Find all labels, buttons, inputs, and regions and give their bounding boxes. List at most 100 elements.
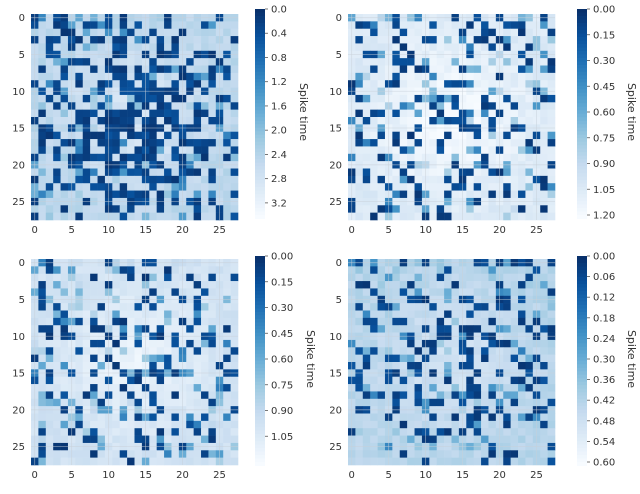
heatmap-cell <box>38 266 47 275</box>
colorbar-segment <box>577 256 587 261</box>
heatmap-cell <box>518 420 526 429</box>
heatmap-cell <box>481 362 489 370</box>
colorbar-segment <box>255 273 265 278</box>
heatmap-cell <box>414 117 423 125</box>
heatmap-cell <box>436 303 445 311</box>
heatmap-cell <box>540 398 548 407</box>
heatmap-cell <box>90 190 98 199</box>
heatmap-cell <box>540 212 548 221</box>
heatmap-cell <box>518 102 526 110</box>
heatmap-cell <box>481 398 489 407</box>
heatmap-cell <box>414 36 423 44</box>
heatmap-cell <box>488 102 497 110</box>
heatmap-cell <box>510 281 519 289</box>
heatmap-cell <box>547 212 556 221</box>
heatmap-cell <box>60 183 69 191</box>
heatmap-cell <box>97 435 106 444</box>
heatmap-cell <box>38 354 47 363</box>
heatmap-cell <box>377 58 386 66</box>
heatmap-cell <box>97 347 106 355</box>
heatmap-cell <box>392 58 401 66</box>
heatmap-cell <box>436 420 445 429</box>
heatmap-cell <box>481 65 489 74</box>
colorbar-segment <box>255 145 265 150</box>
colorbar-tick-label: 0.60 <box>593 458 615 469</box>
heatmap-cell <box>362 131 371 140</box>
heatmap-cell <box>429 450 438 458</box>
colorbar-segment <box>577 346 587 351</box>
heatmap-cell <box>156 428 165 436</box>
colorbar-segment <box>255 208 265 213</box>
colorbar-segment <box>255 322 265 327</box>
heatmap-cell <box>481 117 489 125</box>
colorbar-segment <box>577 152 587 157</box>
heatmap-cell <box>481 310 489 319</box>
heatmap-cell <box>355 435 364 444</box>
x-tick-label: 15 <box>139 225 152 236</box>
heatmap-cell <box>466 347 474 355</box>
heatmap-cell <box>414 139 423 147</box>
heatmap-cell <box>488 354 497 363</box>
heatmap-cell <box>444 391 452 400</box>
heatmap-cell <box>60 175 69 184</box>
heatmap-cell <box>75 183 84 191</box>
colorbar-segment <box>577 364 587 369</box>
heatmap-cell <box>488 450 497 458</box>
heatmap-cell <box>223 146 231 155</box>
colorbar-segment <box>577 273 587 278</box>
heatmap-cell <box>436 168 445 177</box>
heatmap-cell <box>370 354 378 363</box>
heatmap-cell <box>127 175 135 184</box>
heatmap-cell <box>407 413 415 422</box>
heatmap-cell <box>510 376 519 385</box>
heatmap-cell <box>399 457 408 466</box>
heatmap-cell <box>82 384 91 392</box>
heatmap-cell <box>112 317 121 326</box>
heatmap-cell <box>230 28 239 37</box>
colorbar-segment <box>577 50 587 55</box>
heatmap-cell <box>164 266 172 275</box>
heatmap-cell <box>75 354 84 363</box>
heatmap-cell <box>547 36 556 44</box>
heatmap-cell <box>355 21 364 30</box>
heatmap-cell <box>510 21 519 30</box>
heatmap-cell <box>540 317 548 326</box>
heatmap-cell <box>45 303 54 311</box>
heatmap-cell <box>525 212 534 221</box>
colorbar-segment <box>255 82 265 87</box>
heatmap-cell <box>119 362 128 370</box>
heatmap-cell <box>399 117 408 125</box>
heatmap-cell <box>518 72 526 81</box>
colorbar-segment <box>577 381 587 386</box>
heatmap-cell <box>510 288 519 297</box>
heatmap-cell <box>119 102 128 110</box>
heatmap-cell <box>193 28 202 37</box>
heatmap-cell <box>38 435 47 444</box>
heatmap-cell <box>377 146 386 155</box>
heatmap-cell <box>164 146 172 155</box>
heatmap-cell <box>451 281 460 289</box>
heatmap-cell <box>466 80 474 88</box>
heatmap-cell <box>451 310 460 319</box>
heatmap-cell <box>134 391 143 400</box>
heatmap-cell <box>392 354 401 363</box>
heatmap-cell <box>444 376 452 385</box>
heatmap-cell <box>223 281 231 289</box>
heatmap-cell <box>97 457 106 466</box>
heatmap-cell <box>399 94 408 103</box>
heatmap-cell <box>503 139 511 147</box>
heatmap-cell <box>370 376 378 385</box>
heatmap-cell <box>429 266 438 275</box>
heatmap-cell <box>223 362 231 370</box>
colorbar-segment <box>577 134 587 139</box>
heatmap-cell <box>193 94 202 103</box>
heatmap-cell <box>444 317 452 326</box>
heatmap-cell <box>377 273 386 282</box>
heatmap-cell <box>525 266 534 275</box>
heatmap-cell <box>355 303 364 311</box>
heatmap-cell <box>414 354 423 363</box>
heatmap-cell <box>156 413 165 422</box>
heatmap-cell <box>451 384 460 392</box>
colorbar-segment <box>255 339 265 344</box>
colorbar-segment <box>577 71 587 76</box>
